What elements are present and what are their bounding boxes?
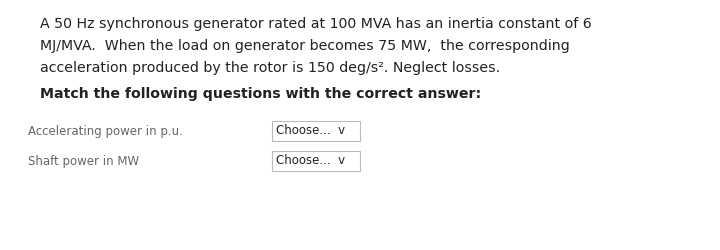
Bar: [272, 121, 360, 141]
Text: Choose...  v: Choose... v: [276, 124, 345, 137]
Text: A 50 Hz synchronous generator rated at 100 MVA has an inertia constant of 6: A 50 Hz synchronous generator rated at 1…: [40, 17, 592, 31]
Text: MJ/MVA.  When the load on generator becomes 75 MW,  the corresponding: MJ/MVA. When the load on generator becom…: [40, 39, 570, 53]
Text: Match the following questions with the correct answer:: Match the following questions with the c…: [40, 87, 481, 101]
Text: Shaft power in MW: Shaft power in MW: [28, 155, 139, 168]
Bar: [272, 151, 360, 171]
Text: Choose...  v: Choose... v: [276, 154, 345, 167]
Text: acceleration produced by the rotor is 150 deg/s². Neglect losses.: acceleration produced by the rotor is 15…: [40, 61, 500, 75]
Text: Accelerating power in p.u.: Accelerating power in p.u.: [28, 125, 183, 138]
